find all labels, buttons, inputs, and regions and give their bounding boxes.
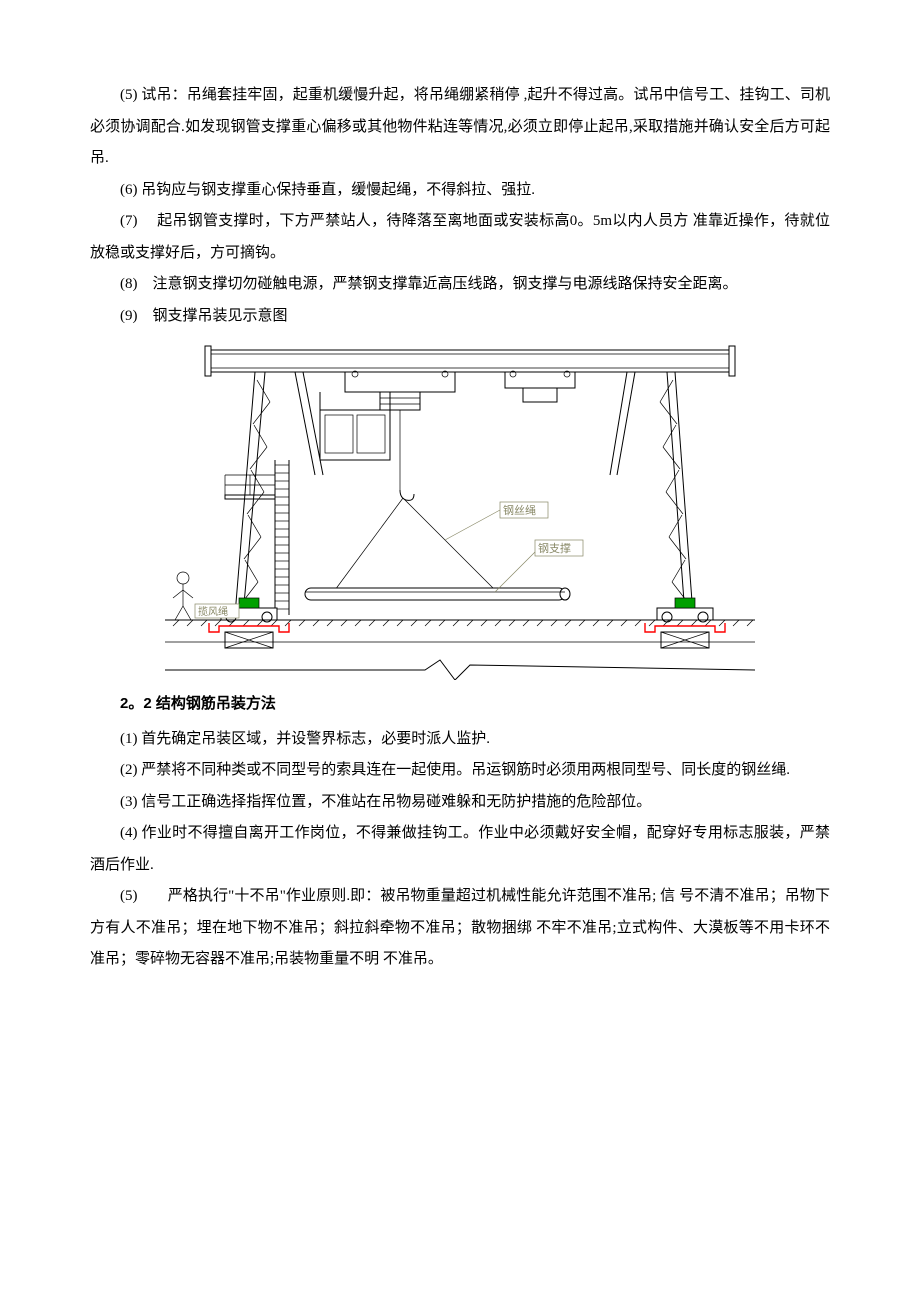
document-page: (5) 试吊：吊绳套挂牢固，起重机缓慢升起，将吊绳绷紧稍停 ,起升不得过高。试吊…: [0, 0, 920, 1036]
svg-text:钢丝绳: 钢丝绳: [503, 503, 536, 517]
paragraph-5: (5) 试吊：吊绳套挂牢固，起重机缓慢升起，将吊绳绷紧稍停 ,起升不得过高。试吊…: [90, 80, 830, 175]
paragraph-2-2-2: (2) 严禁将不同种类或不同型号的索具连在一起使用。吊运钢筋时必须用两根同型号、…: [90, 755, 830, 787]
paragraph-2-2-3: (3) 信号工正确选择指挥位置，不准站在吊物易碰难躲和无防护措施的危险部位。: [90, 787, 830, 819]
heading-2-2: 2。2 结构钢筋吊装方法: [90, 688, 830, 720]
paragraph-2-2-4: (4) 作业时不得擅自离开工作岗位，不得兼做挂钩工。作业中必须戴好安全帽，配穿好…: [90, 818, 830, 881]
svg-text:揽风绳: 揽风绳: [198, 605, 228, 618]
paragraph-2-2-5: (5) 严格执行"十不吊"作业原则.即：被吊物重量超过机械性能允许范围不准吊; …: [90, 881, 830, 976]
paragraph-7: (7) 起吊钢管支撑时，下方严禁站人，待降落至离地面或安装标高0。5m以内人员方…: [90, 206, 830, 269]
paragraph-8: (8) 注意钢支撑切勿碰触电源，严禁钢支撑靠近高压线路，钢支撑与电源线路保持安全…: [90, 269, 830, 301]
diagram-container: 钢丝绳钢支撑揽风绳: [90, 340, 830, 680]
paragraph-6: (6) 吊钩应与钢支撑重心保持垂直，缓慢起绳，不得斜拉、强拉.: [90, 175, 830, 207]
paragraph-9: (9) 钢支撑吊装见示意图: [90, 301, 830, 333]
paragraph-2-2-1: (1) 首先确定吊装区域，并设警界标志，必要时派人监护.: [90, 724, 830, 756]
crane-lifting-diagram: 钢丝绳钢支撑揽风绳: [165, 340, 755, 680]
svg-text:钢支撑: 钢支撑: [538, 541, 571, 555]
